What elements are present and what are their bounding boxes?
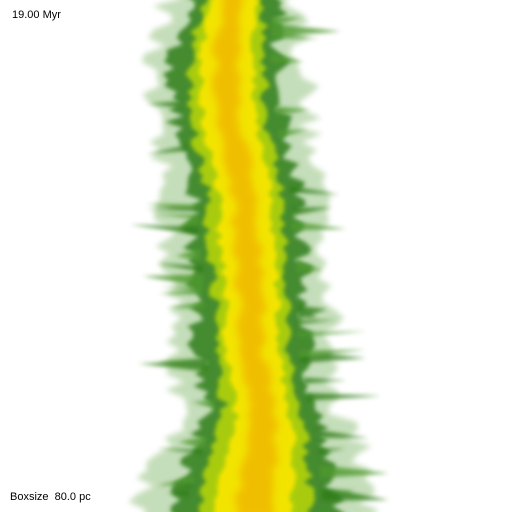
filament-wisp: [158, 288, 203, 295]
filament-wisp: [292, 207, 333, 216]
filament-wisp: [297, 319, 336, 325]
boxsize-label: Boxsize 80.0 pc: [10, 491, 91, 503]
filament-wisp: [177, 216, 199, 227]
filament-wisp: [299, 349, 366, 358]
filament-wisp: [130, 224, 199, 235]
filament-wisp: [297, 305, 328, 320]
filament-wisp: [278, 129, 308, 138]
filament-wisp: [192, 400, 215, 409]
filament-wisp: [161, 286, 203, 291]
filament-wisp: [271, 16, 302, 27]
filament-wisp: [296, 259, 322, 273]
filament-wisp: [275, 106, 311, 116]
filament-wisp: [156, 263, 203, 273]
filament-wisp: [270, 52, 304, 64]
filament-wisp: [149, 357, 208, 371]
filament-wisp: [176, 247, 202, 262]
filament-wisp: [167, 301, 205, 309]
filament-wisp: [318, 448, 346, 454]
filament-wisp: [154, 213, 199, 220]
filament-core: [211, 0, 279, 512]
filament-wisp: [304, 377, 347, 384]
filament-wisp: [156, 476, 194, 486]
filament-wisp: [146, 145, 188, 154]
filament-wisp: [148, 101, 181, 108]
filament-wisp: [156, 448, 204, 455]
filament-wisp: [297, 331, 367, 337]
filament-wisp: [291, 221, 347, 231]
filament-wisp: [142, 274, 204, 287]
filament-wisp: [178, 435, 207, 450]
time-label: 19.00 Myr: [12, 9, 61, 21]
filament-wisp: [320, 465, 389, 478]
filament-wisp: [290, 185, 340, 195]
filament-wisp: [306, 393, 381, 401]
filament-wisp: [271, 23, 341, 37]
filament-wisp: [322, 487, 389, 501]
filament-wisp: [316, 429, 369, 438]
filament-wisp: [146, 203, 200, 213]
filament-wisp: [145, 206, 200, 212]
filament-wisp: [167, 490, 189, 497]
filament-wisps: [130, 16, 389, 501]
